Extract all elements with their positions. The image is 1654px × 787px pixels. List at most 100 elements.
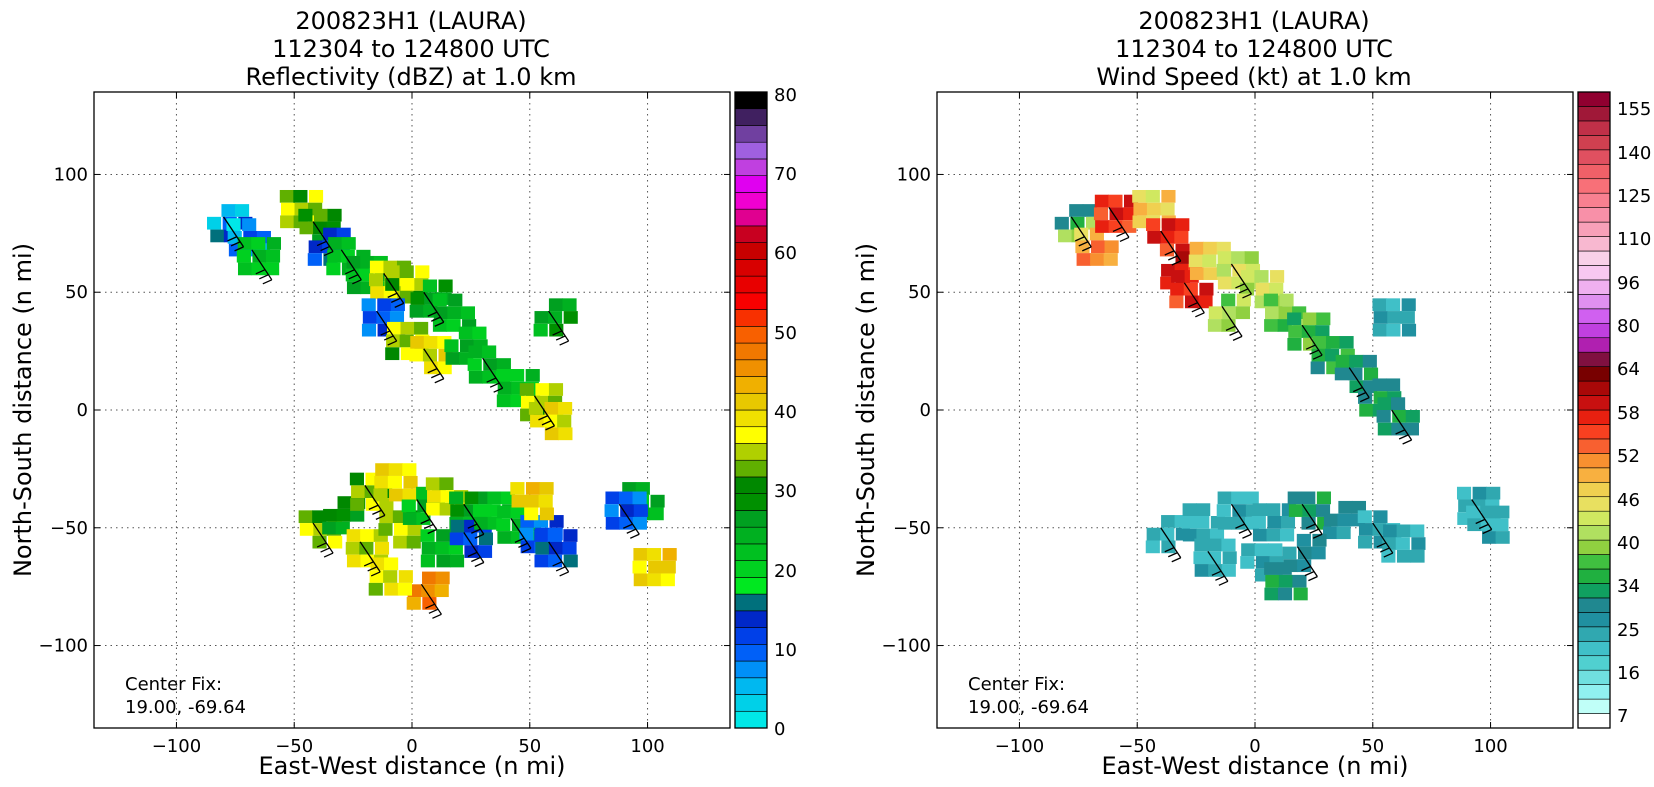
colorbar-segment	[1577, 597, 1611, 613]
field-cell	[1199, 282, 1214, 296]
field-cell	[1232, 504, 1247, 517]
field-cell	[1103, 253, 1118, 266]
field-cell	[436, 529, 451, 542]
field-cell	[1277, 587, 1293, 601]
field-cell	[1486, 486, 1501, 500]
wind-barb	[312, 221, 334, 257]
field-cell	[1145, 540, 1160, 554]
field-cell	[1195, 516, 1210, 529]
field-cell	[605, 516, 620, 530]
field-cell	[397, 582, 412, 596]
field-cell	[1196, 503, 1211, 516]
wind-barb	[1160, 527, 1182, 563]
field-cell	[375, 463, 390, 476]
field-cell	[1264, 319, 1279, 332]
field-cell	[394, 523, 409, 536]
field-cell	[1108, 194, 1123, 208]
panel1-cbar-tick: 40	[774, 402, 797, 423]
field-cell	[478, 532, 493, 546]
y-tick-label: −50	[893, 518, 931, 539]
field-cell	[346, 281, 362, 295]
field-cell	[361, 323, 377, 337]
field-cell	[548, 383, 564, 396]
wind-barb	[463, 532, 485, 568]
field-cell	[1358, 535, 1373, 549]
field-cell	[558, 401, 573, 415]
field-cell	[1336, 526, 1351, 540]
panel2-cbar-tick: 46	[1617, 490, 1640, 511]
wind-barb	[1301, 503, 1323, 539]
field-cell	[604, 504, 619, 517]
colorbar-segment	[1577, 120, 1611, 136]
field-cell	[458, 326, 473, 340]
colorbar-segment	[1577, 568, 1611, 584]
field-cell	[1396, 524, 1411, 538]
field-cell	[539, 507, 554, 521]
field-cell	[548, 298, 564, 312]
field-cell	[1183, 282, 1198, 296]
panel1-cbar-tick: 50	[774, 323, 797, 344]
field-cell	[439, 477, 454, 491]
panel1-title-line2: 112304 to 124800 UTC	[272, 35, 550, 63]
field-cell	[1188, 254, 1203, 268]
panel1-cbar-tick: 60	[774, 243, 797, 264]
field-cell	[1054, 216, 1069, 230]
colorbar-segment	[734, 392, 768, 411]
panel2-cbar-tick: 80	[1617, 316, 1640, 337]
field-cell	[410, 336, 425, 349]
panel1-reflectivity-field	[207, 189, 677, 610]
colorbar-segment	[1577, 395, 1611, 411]
wind-barb	[312, 522, 334, 558]
field-cell	[423, 336, 438, 349]
panel1-colorbar	[734, 91, 768, 729]
field-cell	[1175, 251, 1190, 264]
colorbar-segment	[1577, 684, 1611, 700]
colorbar-frame	[734, 91, 768, 729]
field-cell	[1221, 564, 1236, 577]
field-cell	[1315, 325, 1330, 338]
colorbar-segment	[734, 309, 768, 327]
field-cell	[1244, 491, 1259, 505]
field-cell	[1339, 336, 1354, 349]
panel1-title-line1: 200823H1 (LAURA)	[295, 7, 526, 35]
field-cell	[633, 504, 648, 517]
colorbar-segment	[1577, 698, 1611, 714]
colorbar-segment	[734, 543, 768, 561]
field-cell	[1132, 189, 1147, 203]
field-cell	[530, 414, 545, 428]
field-cell	[376, 311, 391, 324]
field-cell	[1301, 491, 1316, 505]
field-cell	[393, 535, 408, 549]
colorbar-segment	[1577, 655, 1611, 671]
field-cell	[1386, 323, 1401, 337]
field-cell	[1203, 267, 1218, 280]
field-cell	[426, 502, 441, 516]
field-cell	[463, 532, 478, 546]
field-cell	[1302, 504, 1317, 517]
field-cell	[1302, 312, 1317, 326]
colorbar-segment	[1577, 626, 1611, 642]
colorbar-segment	[734, 560, 768, 578]
wind-barb	[1391, 409, 1413, 445]
field-cell	[618, 491, 634, 505]
panel2-cbar-tick: 140	[1617, 143, 1651, 164]
field-cell	[1466, 505, 1481, 519]
field-cell	[1181, 516, 1196, 529]
colorbar-segment	[1577, 525, 1611, 541]
field-cell	[1481, 505, 1496, 519]
wind-barb	[1183, 282, 1205, 318]
colorbar-segment	[734, 208, 768, 227]
panel2-cbar-tick: 110	[1617, 229, 1651, 250]
field-cell	[1161, 218, 1176, 231]
colorbar-segment	[1577, 612, 1611, 628]
colorbar-segment	[734, 242, 768, 260]
field-cell	[326, 262, 341, 276]
field-cell	[327, 249, 342, 263]
panel1-x-axis-label: East-West distance (n mi)	[258, 752, 565, 780]
colorbar-segment	[734, 292, 768, 310]
colorbar-segment	[734, 409, 768, 428]
field-cell	[384, 557, 399, 571]
x-tick-label: −100	[152, 736, 201, 757]
field-cell	[496, 369, 511, 382]
field-cell	[535, 383, 550, 396]
